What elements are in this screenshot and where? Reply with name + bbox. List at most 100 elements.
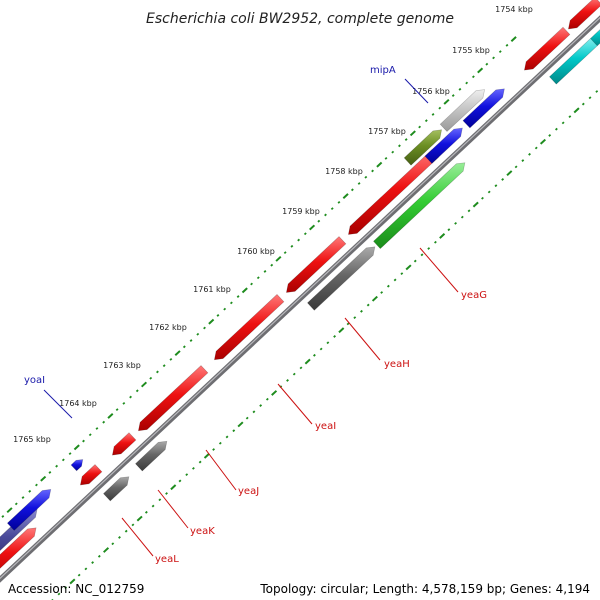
inner-tick	[554, 127, 558, 131]
inner-tick	[198, 460, 202, 464]
inner-tick	[528, 152, 531, 156]
inner-tick	[170, 484, 177, 491]
gene-red-forward	[0, 527, 37, 569]
gene-label-mipa[interactable]: mipA	[370, 65, 396, 76]
gene-red-forward	[80, 464, 103, 486]
inner-tick	[561, 121, 565, 125]
kbp-label: 1762 kbp	[149, 323, 187, 332]
outer-tick	[364, 175, 368, 179]
outer-tick	[418, 125, 422, 129]
outer-tick	[21, 496, 25, 499]
kbp-label: 1754 kbp	[495, 5, 533, 14]
outer-tick	[28, 489, 32, 493]
outer-tick	[156, 370, 159, 374]
outer-tick	[317, 219, 321, 223]
inner-tick	[588, 96, 592, 100]
outer-tick	[485, 62, 489, 66]
outer-tick	[162, 364, 166, 368]
gene-labels: mipA yeaG yeaH yeaI yeaJ yeaK yeaL yoaI	[24, 65, 487, 565]
inner-tick	[165, 492, 168, 495]
inner-tick	[57, 592, 61, 596]
gene-red-forward	[348, 149, 440, 235]
inner-tick	[573, 107, 580, 114]
inner-tick	[151, 504, 155, 508]
inner-tick	[225, 435, 229, 439]
genome-backbone	[0, 15, 600, 583]
outer-tick	[270, 263, 274, 267]
outer-tick	[189, 339, 193, 342]
inner-tick	[84, 567, 88, 571]
inner-tick	[124, 529, 128, 533]
inner-tick	[494, 184, 498, 188]
inner-tick	[360, 309, 363, 313]
outer-tick	[337, 200, 341, 204]
kbp-label: 1756 kbp	[412, 87, 450, 96]
kbp-label: 1763 kbp	[103, 361, 141, 370]
leader-line	[205, 449, 237, 491]
inner-tick	[393, 278, 397, 282]
outer-tick	[236, 295, 240, 298]
outer-tick	[477, 67, 484, 74]
outer-tick	[297, 238, 301, 242]
inner-tick-ring	[51, 90, 599, 600]
gene-label-yeaj[interactable]: yeaJ	[238, 486, 259, 497]
outer-tick	[376, 161, 383, 168]
inner-tick	[467, 209, 471, 213]
inner-tick	[506, 170, 513, 177]
gene-label-yeai[interactable]: yeaI	[315, 421, 336, 432]
inner-tick	[69, 578, 76, 585]
outer-tick	[169, 357, 173, 361]
outer-tick	[438, 106, 442, 110]
outer-tick	[82, 439, 85, 443]
gene-cyan-reverse	[590, 29, 600, 47]
outer-tick	[283, 251, 287, 255]
outer-tick	[208, 318, 215, 325]
inner-tick	[136, 515, 143, 522]
inner-tick	[366, 303, 370, 307]
outer-tick	[471, 75, 475, 79]
inner-tick	[91, 561, 95, 564]
outer-tick	[95, 427, 99, 430]
outer-tick	[149, 376, 153, 380]
gene-green-reverse	[373, 162, 466, 250]
accession-text: Accession: NC_012759	[8, 582, 145, 596]
inner-tick	[232, 429, 236, 433]
gene-red-forward	[112, 432, 137, 456]
outer-tick	[409, 130, 416, 137]
inner-tick	[192, 466, 195, 470]
outer-tick	[492, 56, 495, 60]
inner-tick	[292, 372, 296, 376]
outer-tick	[510, 36, 517, 42]
gene-label-yeak[interactable]: yeaK	[190, 526, 215, 537]
kbp-label: 1760 kbp	[237, 247, 275, 256]
inner-tick	[259, 404, 263, 407]
inner-tick	[185, 473, 189, 477]
inner-tick	[405, 264, 412, 271]
leader-line	[404, 78, 429, 104]
gene-red-forward	[286, 236, 347, 293]
leader-line	[419, 247, 459, 293]
inner-tick	[427, 247, 431, 250]
gene-label-yoai[interactable]: yoaI	[24, 375, 45, 386]
outer-tick	[203, 326, 206, 330]
inner-tick	[353, 316, 357, 320]
inner-tick	[521, 159, 525, 162]
inner-tick	[97, 554, 101, 558]
gene-label-yeag[interactable]: yeaG	[461, 290, 487, 301]
inner-tick	[131, 523, 135, 527]
outer-tick	[451, 94, 455, 97]
gene-label-yeah[interactable]: yeaH	[384, 359, 410, 370]
gene-red-forward	[568, 0, 600, 30]
inner-tick	[203, 452, 210, 459]
inner-tick	[111, 542, 115, 546]
outer-tick	[241, 287, 248, 294]
outer-tick	[263, 270, 267, 273]
outer-tick	[135, 389, 139, 393]
inner-tick	[481, 196, 484, 200]
inner-tick	[158, 498, 162, 502]
gene-label-yeal[interactable]: yeaL	[155, 554, 179, 565]
outer-tick	[458, 87, 462, 91]
leader-line	[344, 317, 381, 361]
outer-tick	[250, 282, 253, 286]
